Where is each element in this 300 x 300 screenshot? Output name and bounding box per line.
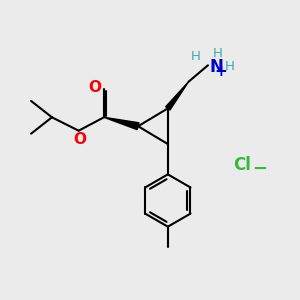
Text: −: − [252,160,267,178]
Text: O: O [74,132,87,147]
Text: H: H [190,50,200,63]
Text: +: + [214,64,227,79]
Polygon shape [166,82,189,110]
Text: H: H [224,60,234,73]
Text: O: O [88,80,101,95]
Text: Cl: Cl [233,156,251,174]
Polygon shape [104,117,139,130]
Text: N: N [209,58,223,76]
Text: H: H [212,47,222,61]
